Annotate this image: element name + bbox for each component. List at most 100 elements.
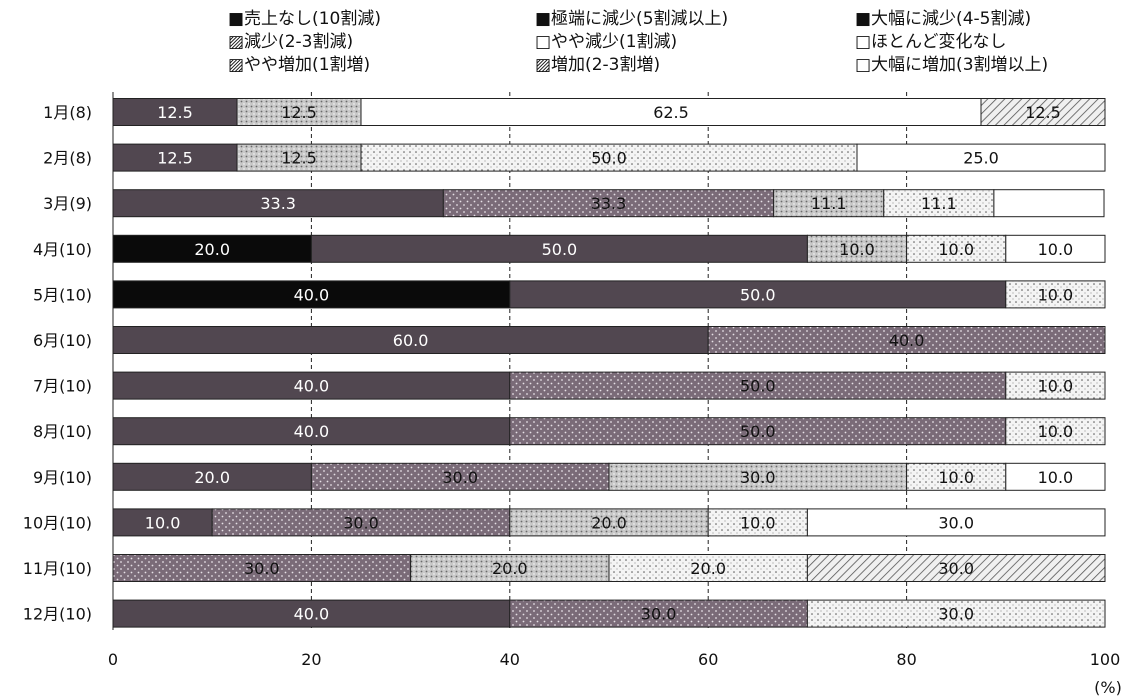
data-label: 11.1 bbox=[921, 194, 957, 213]
data-label: 12.5 bbox=[281, 103, 317, 122]
category-label: 10月(10) bbox=[23, 513, 92, 532]
bar-segment bbox=[608, 462, 908, 491]
bar-segment bbox=[856, 143, 1106, 172]
data-label: 10.0 bbox=[938, 240, 974, 259]
legend-entry: ■大幅に減少(4-5割減) bbox=[855, 9, 1031, 29]
data-label: 12.5 bbox=[281, 149, 317, 168]
category-label: 3月(9) bbox=[43, 194, 92, 213]
bar-segment bbox=[806, 234, 908, 263]
category-label: 8月(10) bbox=[33, 422, 92, 441]
data-label: 20.0 bbox=[194, 468, 230, 487]
category-labels: 1月(8) 2月(8) 3月(9) 4月(10) 5月(10) 6月(10) 7月(10) 8… bbox=[23, 103, 92, 624]
legend-entry: ■極端に減少(5割減以上) bbox=[535, 9, 728, 29]
bar-segment bbox=[236, 98, 362, 126]
bar-segment bbox=[1005, 417, 1106, 446]
data-label: 40.0 bbox=[294, 377, 330, 396]
data-label: 30.0 bbox=[442, 468, 478, 487]
bar-segment bbox=[608, 554, 808, 582]
data-label: 12.5 bbox=[157, 103, 193, 122]
data-label: 40.0 bbox=[294, 285, 330, 304]
legend-entry: ▨増加(2-3割増) bbox=[535, 55, 660, 75]
bar-segment bbox=[112, 371, 511, 400]
bar-segment bbox=[806, 554, 1106, 582]
bar-segment bbox=[112, 280, 511, 309]
data-label: 50.0 bbox=[740, 285, 776, 304]
bar-segment bbox=[112, 234, 312, 263]
tick-label: 0 bbox=[108, 650, 118, 669]
tick-label: 40 bbox=[500, 650, 520, 669]
data-label: 10.0 bbox=[839, 240, 875, 259]
data-label: 20.0 bbox=[591, 513, 627, 532]
bar-segment bbox=[310, 462, 610, 491]
category-label: 7月(10) bbox=[33, 377, 92, 396]
bar-segment bbox=[1005, 280, 1106, 309]
data-label: 11.1 bbox=[811, 194, 847, 213]
bar-segment bbox=[442, 189, 775, 218]
bar-segment bbox=[883, 189, 995, 218]
data-label: 10.0 bbox=[145, 513, 181, 532]
data-label: 60.0 bbox=[393, 331, 429, 350]
data-label: 50.0 bbox=[740, 377, 776, 396]
tick-label: 80 bbox=[896, 650, 916, 669]
gridlines bbox=[112, 92, 908, 630]
bar-segment bbox=[509, 508, 709, 537]
data-label: 30.0 bbox=[343, 513, 379, 532]
bar-segment bbox=[509, 280, 1007, 309]
data-label: 30.0 bbox=[938, 559, 974, 578]
bar-segment bbox=[112, 462, 312, 491]
bar-segment bbox=[112, 326, 709, 354]
data-label: 12.5 bbox=[157, 149, 193, 168]
bar-segment bbox=[112, 554, 412, 582]
bar-segment bbox=[906, 234, 1007, 263]
bar-segment bbox=[1005, 462, 1106, 491]
bars: 12.5 12.5 62.5 12.5 12.5 12.5 50.0 25.0 33.3 33.3… bbox=[112, 98, 1106, 628]
x-axis-ticks: 0 20 40 60 80 100 bbox=[108, 650, 1120, 669]
bar-segment bbox=[509, 599, 808, 628]
category-label: 2月(8) bbox=[43, 149, 92, 168]
data-label: 12.5 bbox=[1025, 103, 1061, 122]
data-label: 40.0 bbox=[294, 605, 330, 624]
bar-segment bbox=[980, 98, 1106, 126]
data-label: 30.0 bbox=[244, 559, 280, 578]
legend-entry: □ほとんど変化なし bbox=[855, 32, 1007, 52]
bar-segment bbox=[360, 98, 982, 126]
data-label: 33.3 bbox=[591, 194, 627, 213]
bar-segment bbox=[1005, 234, 1106, 263]
bar-segment bbox=[993, 189, 1105, 218]
data-label: 10.0 bbox=[740, 513, 776, 532]
unit-label: (%) bbox=[1094, 678, 1122, 697]
data-label: 10.0 bbox=[938, 468, 974, 487]
data-label: 20.0 bbox=[690, 559, 726, 578]
tick-label: 100 bbox=[1090, 650, 1121, 669]
bar-segment bbox=[906, 462, 1007, 491]
tick-label: 20 bbox=[301, 650, 321, 669]
bar-segment bbox=[509, 371, 1007, 400]
bar-segment bbox=[112, 189, 444, 218]
data-label: 30.0 bbox=[938, 605, 974, 624]
bar-segment bbox=[806, 508, 1106, 537]
category-label: 5月(10) bbox=[33, 285, 92, 304]
legend-entry: ■売上なし(10割減) bbox=[228, 9, 381, 29]
bar-segment bbox=[112, 599, 511, 628]
category-label: 12月(10) bbox=[23, 605, 92, 624]
data-label: 30.0 bbox=[938, 513, 974, 532]
data-label: 10.0 bbox=[1038, 468, 1074, 487]
legend-entry: □大幅に増加(3割増以上) bbox=[855, 55, 1048, 75]
data-label: 50.0 bbox=[591, 149, 627, 168]
data-label: 30.0 bbox=[641, 605, 677, 624]
category-label: 11月(10) bbox=[23, 559, 92, 578]
category-label: 9月(10) bbox=[33, 468, 92, 487]
category-label: 1月(8) bbox=[43, 103, 92, 122]
data-label: 20.0 bbox=[194, 240, 230, 259]
data-label: 30.0 bbox=[740, 468, 776, 487]
legend: ■売上なし(10割減) ■極端に減少(5割減以上) ■大幅に減少(4-5割減) ▨減少… bbox=[228, 9, 1048, 75]
bar-segment bbox=[410, 554, 610, 582]
legend-entry: ▨減少(2-3割減) bbox=[228, 32, 353, 52]
bar-segment bbox=[112, 508, 213, 537]
category-label: 6月(10) bbox=[33, 331, 92, 350]
data-label: 50.0 bbox=[542, 240, 578, 259]
data-label: 33.3 bbox=[260, 194, 296, 213]
data-label: 25.0 bbox=[963, 149, 999, 168]
bar-segment bbox=[211, 508, 511, 537]
